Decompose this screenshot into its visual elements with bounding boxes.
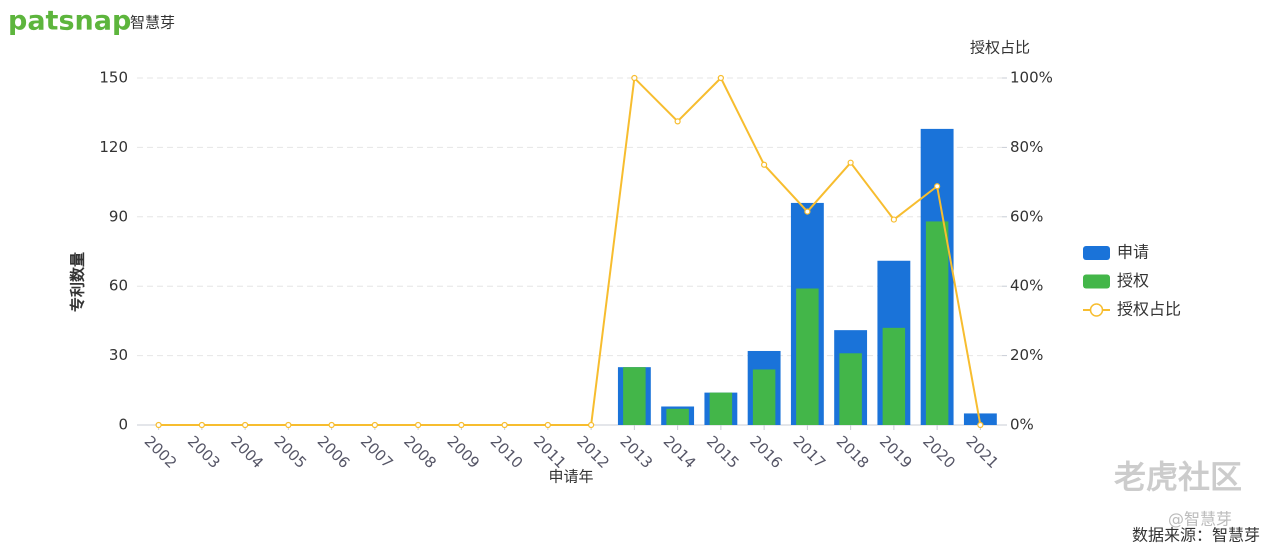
x-tick-label: 2013: [616, 432, 656, 472]
x-tick-label: 2006: [314, 432, 354, 472]
point: [328, 421, 335, 429]
y-tick-label: 0: [118, 416, 128, 434]
bar: [963, 413, 997, 425]
point: [761, 161, 768, 168]
logo: patsnap: [8, 6, 131, 37]
x-tick-label: 2014: [660, 432, 700, 472]
point: [631, 74, 638, 82]
legend-swatch: [1083, 274, 1110, 289]
point: [890, 216, 897, 223]
legend-label: 授权占比: [1117, 300, 1181, 319]
bar: [709, 392, 733, 425]
y-tick-label: 60: [109, 277, 128, 295]
y2-tick-label: 0%: [1010, 416, 1034, 434]
bar: [882, 327, 906, 425]
point: [674, 118, 681, 125]
bar: [752, 369, 776, 425]
point: [501, 421, 508, 429]
x-tick-label: 2011: [530, 432, 570, 472]
x-tick-label: 2015: [703, 432, 743, 472]
x-tick-label: 2008: [400, 432, 440, 472]
bar: [796, 288, 819, 425]
point: [371, 421, 378, 429]
y-tick-label: 150: [99, 69, 128, 87]
x-tick-label: 2009: [443, 432, 483, 472]
bar: [666, 408, 689, 425]
x-tick-label: 2007: [357, 432, 397, 472]
x-tick-label: 2010: [487, 432, 527, 472]
x-tick-label: 2002: [141, 432, 181, 472]
y-tick-label: 90: [109, 207, 128, 225]
legend-label: 授权: [1117, 271, 1149, 290]
source: 数据来源：智慧芽: [1132, 526, 1260, 545]
point: [458, 421, 465, 429]
x-tick-label: 2005: [270, 432, 310, 472]
x-tick-label: 2017: [789, 432, 829, 472]
y2-tick-label: 40%: [1010, 277, 1043, 295]
x-tick-label: 2019: [876, 432, 916, 472]
watermark: 老虎社区: [1114, 458, 1242, 496]
bar: [623, 367, 646, 425]
point: [588, 421, 595, 429]
y-tick-label: 30: [109, 346, 128, 364]
y2-title: 授权占比: [970, 39, 1030, 57]
point: [804, 208, 811, 215]
point: [717, 74, 724, 82]
y2-tick-label: 60%: [1010, 207, 1043, 225]
legend-label: 申请: [1117, 243, 1149, 262]
x-tick-label: 2018: [833, 432, 873, 472]
y2-tick-label: 20%: [1010, 346, 1043, 364]
x-tick-label: 2021: [962, 432, 1002, 472]
line: [158, 75, 982, 426]
logo-sub: 智慧芽: [130, 14, 175, 32]
point: [544, 421, 551, 429]
watermark-sub: @智慧芽: [1168, 510, 1232, 529]
point: [285, 421, 292, 429]
x-title: 申请年: [548, 468, 593, 486]
point: [934, 183, 941, 190]
x-tick-label: 2004: [227, 432, 267, 472]
point: [977, 421, 984, 429]
point: [155, 421, 162, 429]
x-tick-label: 2020: [919, 432, 959, 472]
point: [198, 421, 205, 429]
legend-marker: [1089, 303, 1104, 317]
x-tick-label: 2003: [184, 432, 224, 472]
y2-tick-label: 100%: [1010, 69, 1053, 87]
bar: [925, 221, 949, 425]
point: [415, 421, 422, 429]
legend-swatch: [1083, 246, 1110, 260]
point: [847, 159, 854, 166]
point: [242, 421, 249, 429]
y2-tick-label: 80%: [1010, 138, 1043, 156]
bar: [839, 353, 862, 425]
x-tick-label: 2016: [746, 432, 786, 472]
y-title: 专利数量: [69, 252, 87, 312]
x-tick-label: 2012: [573, 432, 613, 472]
y-tick-label: 120: [99, 138, 128, 156]
